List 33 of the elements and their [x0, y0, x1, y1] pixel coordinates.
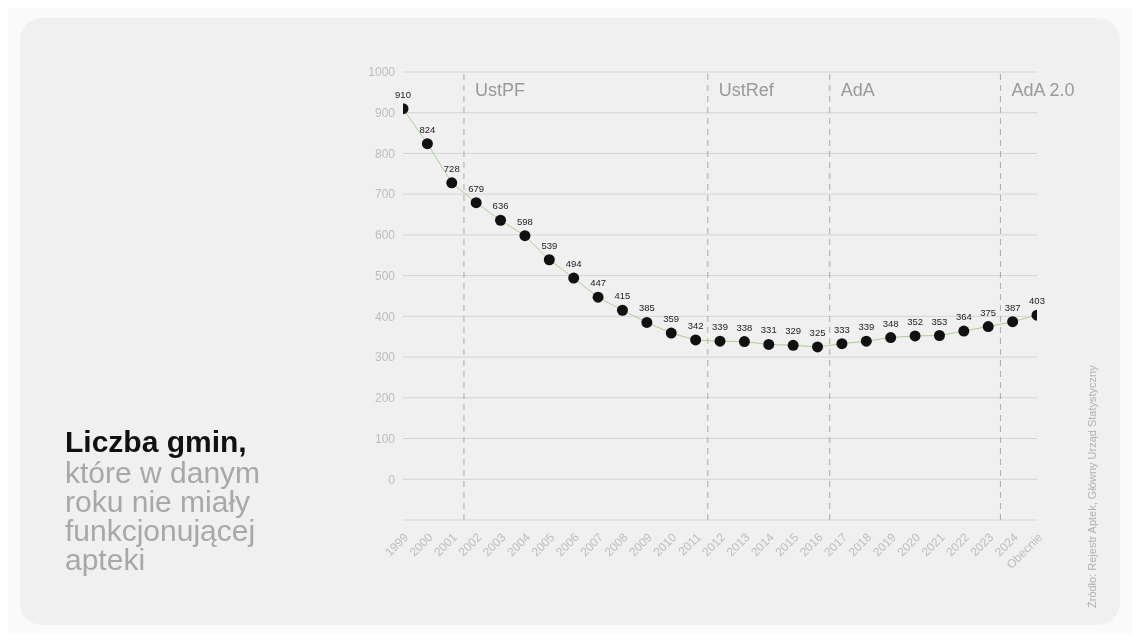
data-label: 339 [858, 321, 875, 333]
data-label: 910 [395, 88, 411, 100]
data-label: 375 [980, 306, 997, 318]
ref-line-label: UstRef [718, 80, 775, 100]
data-label: 338 [736, 321, 753, 333]
data-label: 415 [614, 290, 631, 302]
data-label: 353 [931, 315, 948, 327]
data-label: 728 [443, 162, 460, 174]
data-label: 325 [809, 326, 826, 338]
data-label: 598 [516, 215, 533, 227]
ref-line-label: AdA 2.0 [1011, 80, 1075, 100]
data-label: 359 [663, 313, 680, 325]
data-label: 447 [590, 277, 607, 289]
data-label: 333 [833, 323, 850, 335]
data-label: 352 [907, 315, 924, 327]
data-label: 329 [785, 325, 802, 337]
ref-line-label: AdA [840, 80, 875, 100]
ref-line-label: UstPF [474, 80, 525, 100]
data-label: 539 [541, 239, 558, 251]
text: Liczba gmin, [65, 425, 248, 458]
data-label: 494 [565, 258, 582, 270]
data-label: 636 [492, 200, 509, 212]
data-label: 364 [955, 311, 972, 323]
data-label: 679 [468, 182, 485, 194]
data-label: 348 [882, 317, 899, 329]
text: Źródło: Rejestr Aptek, Główny Urząd Statystyczny [1086, 364, 1098, 608]
data-label: 339 [712, 321, 728, 333]
data-label: 385 [638, 302, 655, 314]
data-label: 824 [419, 123, 436, 135]
data-label: 331 [760, 324, 777, 336]
data-label: 403 [1029, 295, 1045, 307]
data-label: 387 [1004, 301, 1021, 313]
data-label: 342 [687, 319, 704, 331]
